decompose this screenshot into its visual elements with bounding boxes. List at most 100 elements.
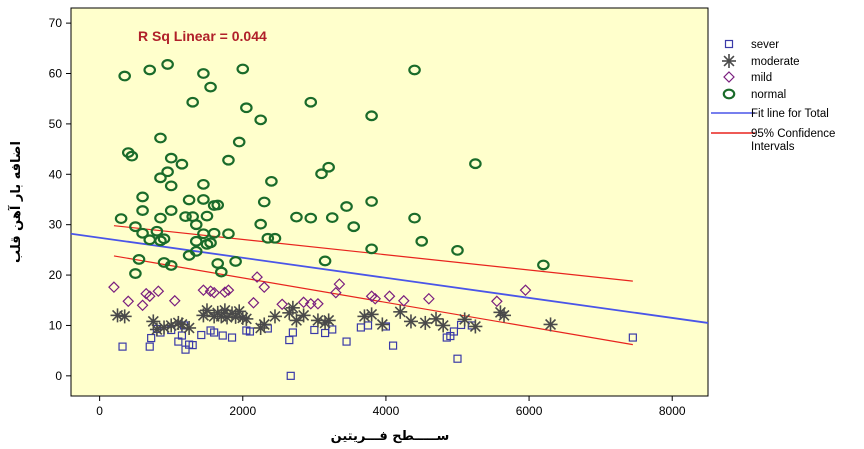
fit-line-group xyxy=(70,232,709,324)
point-normal xyxy=(186,96,199,108)
point-normal xyxy=(125,150,139,162)
r-squared-annotation: R Sq Linear = 0.044 xyxy=(138,28,267,44)
point-sever xyxy=(363,321,373,330)
point-normal xyxy=(204,237,217,249)
point-normal xyxy=(254,114,267,126)
point-normal xyxy=(232,136,246,148)
x-tick-label: 2000 xyxy=(229,404,256,418)
point-sever xyxy=(184,340,194,349)
legend-label: moderate xyxy=(751,56,800,68)
point-normal xyxy=(290,211,303,223)
x-tick-label: 6000 xyxy=(516,404,543,418)
point-mild xyxy=(204,285,217,298)
point-moderate xyxy=(257,317,272,332)
point-mild xyxy=(122,295,135,308)
point-sever xyxy=(628,333,637,342)
x-axis-label: ســـــطح فـــريتين xyxy=(331,429,450,444)
point-normal xyxy=(211,199,225,211)
point-normal xyxy=(207,227,221,239)
fit-line xyxy=(70,232,709,324)
point-mild xyxy=(219,286,231,299)
point-moderate xyxy=(468,319,483,334)
y-tick-label: 10 xyxy=(49,318,63,332)
point-normal xyxy=(114,213,128,225)
point-mild xyxy=(333,278,346,290)
point-normal xyxy=(161,59,174,70)
point-moderate xyxy=(289,313,304,328)
legend-marker-moderate xyxy=(722,54,736,68)
point-mild xyxy=(423,292,435,305)
legend-label: mild xyxy=(751,72,772,84)
point-mild xyxy=(152,285,165,298)
point-normal xyxy=(318,255,332,267)
point-normal xyxy=(322,161,335,173)
point-mild xyxy=(312,297,324,310)
point-normal xyxy=(132,254,146,265)
axes: 0 2000 4000 6000 8000 0 10 20 30 40 50 60 70 xyxy=(49,16,686,418)
point-normal xyxy=(118,70,131,82)
point-normal xyxy=(347,221,361,233)
point-mild xyxy=(276,298,288,311)
point-normal xyxy=(408,212,421,224)
point-mild xyxy=(247,296,260,309)
point-normal xyxy=(136,191,149,203)
point-normal xyxy=(408,64,421,76)
point-moderate xyxy=(375,317,390,332)
point-sever xyxy=(342,337,351,346)
legend-marker-sever xyxy=(724,39,734,49)
point-normal xyxy=(164,260,178,271)
point-normal xyxy=(365,196,378,207)
y-tick-label: 70 xyxy=(49,16,63,30)
point-sever xyxy=(210,328,219,337)
point-mild xyxy=(208,286,220,299)
x-tick-label: 4000 xyxy=(373,404,400,418)
y-tick-label: 30 xyxy=(49,218,63,232)
point-normal xyxy=(164,205,178,216)
point-moderate xyxy=(239,311,254,326)
point-moderate xyxy=(403,314,418,329)
y-tick-label: 0 xyxy=(55,369,62,383)
point-normal xyxy=(469,158,482,170)
point-normal xyxy=(304,96,318,108)
point-normal xyxy=(304,212,318,224)
point-normal xyxy=(415,235,429,247)
y-axis-label: اضافه بار آهن قلب xyxy=(7,141,24,263)
point-moderate xyxy=(543,317,558,332)
point-mild xyxy=(143,290,156,303)
point-normal xyxy=(315,168,328,180)
point-normal xyxy=(175,158,189,170)
point-sever xyxy=(310,325,319,335)
y-tick-label: 60 xyxy=(49,67,63,81)
point-mild xyxy=(251,271,263,283)
point-moderate xyxy=(497,308,512,323)
point-normal xyxy=(154,172,167,184)
point-mild xyxy=(491,295,503,308)
point-normal xyxy=(261,232,275,244)
point-moderate xyxy=(364,307,379,322)
point-normal xyxy=(257,196,271,208)
point-sever xyxy=(449,327,459,336)
point-normal xyxy=(537,259,550,271)
point-mild xyxy=(369,292,382,305)
plot-area xyxy=(70,7,709,397)
point-moderate xyxy=(393,304,408,319)
point-sever xyxy=(177,331,187,340)
point-normal xyxy=(365,243,378,255)
point-normal xyxy=(182,250,196,261)
legend: sever moderate mild normal Fit line for Tota… xyxy=(711,39,835,153)
point-moderate xyxy=(436,318,451,333)
point-mild xyxy=(329,286,342,299)
point-normal xyxy=(229,256,242,267)
point-mild xyxy=(108,281,120,294)
point-moderate xyxy=(110,308,125,323)
point-mild xyxy=(258,281,271,294)
point-normal xyxy=(197,194,210,205)
point-moderate xyxy=(117,309,132,324)
point-normal xyxy=(164,152,178,164)
point-moderate xyxy=(285,300,300,315)
point-normal xyxy=(136,205,149,216)
point-normal xyxy=(200,210,214,222)
point-normal xyxy=(143,64,157,76)
data-points xyxy=(108,59,637,380)
